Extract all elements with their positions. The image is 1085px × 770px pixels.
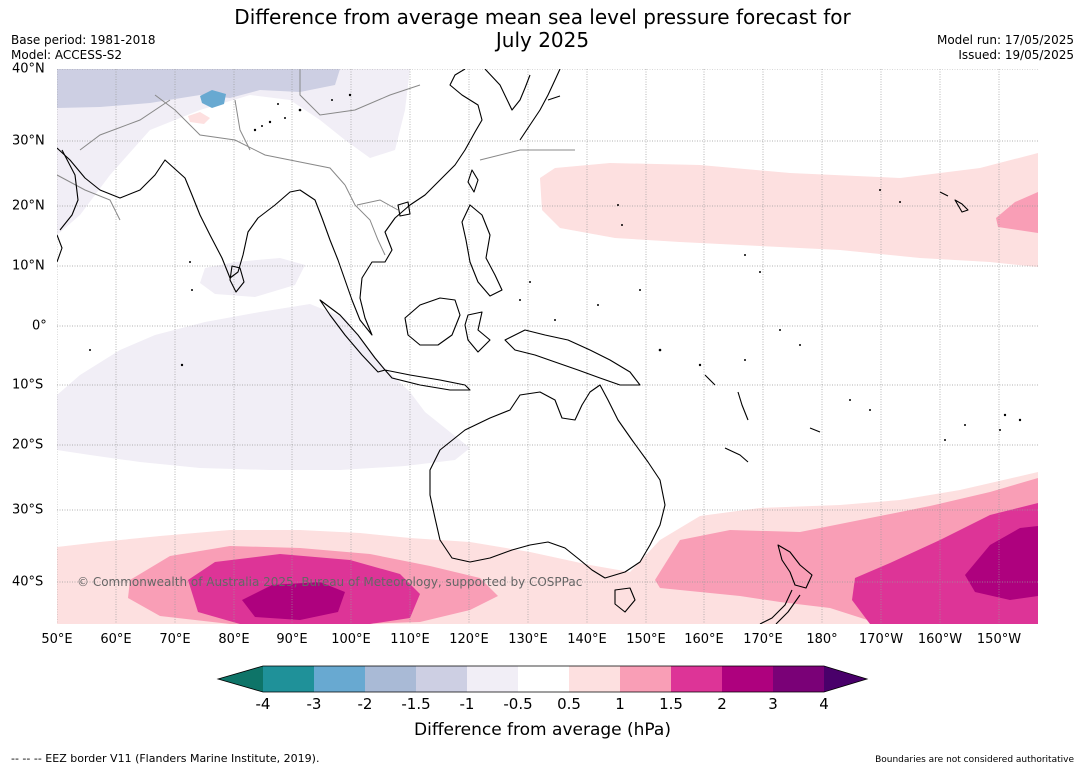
map-title-line-1: Difference from average mean sea level p… xyxy=(234,5,851,29)
small-islands xyxy=(89,93,1022,441)
lat-label-20s: 20°S xyxy=(12,437,44,453)
coast-arabia-india-se-asia xyxy=(57,69,483,336)
lon-label-60e: 60°E xyxy=(100,632,132,647)
colorbar-tick-label: -3 xyxy=(306,695,322,713)
colorbar-swatch-minus2-minus1.5 xyxy=(365,666,416,692)
lon-label-70e: 70°E xyxy=(159,632,191,647)
lon-label-130e: 130°E xyxy=(508,632,548,647)
lon-label-110e: 110°E xyxy=(390,632,430,647)
anomaly-north-negative-medium xyxy=(57,69,340,108)
lon-label-50e: 50°E xyxy=(41,632,73,647)
anomaly-north-negative-light xyxy=(57,69,410,235)
lon-label-160e: 160°E xyxy=(684,632,724,647)
colorbar-tick-label: -1 xyxy=(459,695,475,713)
colorbar-swatch-3-4 xyxy=(773,666,824,692)
colorbar-swatch-minus1.5-minus1 xyxy=(416,666,467,692)
colorbar xyxy=(216,665,869,693)
colorbar-tick-label: 1 xyxy=(615,695,625,713)
coast-java xyxy=(384,369,471,391)
coast-arabian-peninsula xyxy=(57,149,79,263)
lon-label-140e: 140°E xyxy=(567,632,607,647)
colorbar-tick-label: 0.5 xyxy=(557,695,581,713)
coast-sri-lanka xyxy=(229,265,245,293)
anomaly-north-pacific-positive xyxy=(540,153,1038,267)
lon-label-90e: 90°E xyxy=(276,632,308,647)
lon-label-80e: 80°E xyxy=(218,632,250,647)
lon-label-100e: 100°E xyxy=(331,632,371,647)
colorbar-tick-label: -1.5 xyxy=(401,695,431,713)
colorbar-tick-label: -2 xyxy=(357,695,373,713)
lat-label-equator: 0° xyxy=(32,318,47,334)
coast-new-guinea xyxy=(504,329,641,386)
coast-new-zealand-north xyxy=(777,544,813,589)
issued-label: Issued: 19/05/2025 xyxy=(958,48,1074,62)
base-period-label: Base period: 1981-2018 xyxy=(11,33,156,47)
map-title-line-2: July 2025 xyxy=(495,28,590,52)
colorbar-tick-label: 1.5 xyxy=(659,695,683,713)
anomaly-north-negative-blue xyxy=(200,90,226,108)
colorbar-tick-label: 2 xyxy=(717,695,727,713)
colorbar-swatch-minus1-minus0.5 xyxy=(467,666,518,692)
colorbar-title: Difference from average (hPa) xyxy=(414,720,671,740)
colorbar-swatch-1-1.5 xyxy=(620,666,671,692)
coast-borneo xyxy=(404,297,461,346)
anomaly-southern-ocean-positive-core-west xyxy=(242,582,345,620)
lon-label-150w: 150°W xyxy=(976,632,1022,647)
coast-sumatra xyxy=(319,299,386,373)
coast-australia xyxy=(429,384,666,579)
colorbar-swatch-1.5-2 xyxy=(671,666,722,692)
model-run-label: Model run: 17/05/2025 xyxy=(936,33,1074,47)
colorbar-tick-label: -4 xyxy=(255,695,271,713)
colorbar-swatch-2-3 xyxy=(722,666,773,692)
colorbar-swatch-below-4 xyxy=(218,666,263,692)
copyright-notice: © Commonwealth of Australia 2025, Bureau… xyxy=(77,575,582,589)
coast-korea-east-asia xyxy=(484,69,531,111)
colorbar-swatch-minus4-minus3 xyxy=(263,666,314,692)
country-borders xyxy=(57,69,575,256)
colorbar-swatch-minus0.5-0.5 xyxy=(518,666,569,692)
lon-label-180: 180° xyxy=(806,632,838,647)
coast-tasmania xyxy=(614,587,636,613)
coast-sulawesi xyxy=(464,311,491,353)
colorbar-tick-label: -0.5 xyxy=(503,695,533,713)
coast-philippines xyxy=(461,204,503,297)
colorbar-swatch-above-4 xyxy=(824,666,867,692)
coastlines xyxy=(57,69,969,624)
coast-new-zealand-south xyxy=(759,589,801,624)
colorbar-tick-label: 4 xyxy=(819,695,829,713)
lon-label-170w: 170°W xyxy=(858,632,904,647)
boundaries-disclaimer: Boundaries are not considered authoritat… xyxy=(875,755,1074,765)
lon-label-120e: 120°E xyxy=(449,632,489,647)
lat-label-10n: 10°N xyxy=(12,258,45,274)
colorbar-swatch-minus3-minus2 xyxy=(314,666,365,692)
coast-fiji-vanuatu xyxy=(704,374,821,463)
colorbar-tick-label: 3 xyxy=(768,695,778,713)
lat-label-40n: 40°N xyxy=(12,61,45,77)
coast-taiwan xyxy=(467,169,479,193)
anomaly-indian-ocean-negative xyxy=(57,304,470,470)
anomaly-southern-ocean-positive-core-east xyxy=(965,526,1038,600)
lat-label-40s: 40°S xyxy=(12,574,44,590)
lon-label-150e: 150°E xyxy=(626,632,666,647)
lat-label-10s: 10°S xyxy=(12,377,44,393)
colorbar-swatch-0.5-1 xyxy=(569,666,620,692)
lon-label-160w: 160°W xyxy=(917,632,963,647)
graticule xyxy=(57,69,1038,624)
map-area: © Commonwealth of Australia 2025, Bureau… xyxy=(57,69,1038,624)
lat-label-30n: 30°N xyxy=(12,133,45,149)
lat-label-30s: 30°S xyxy=(12,502,44,518)
lon-label-170e: 170°E xyxy=(743,632,783,647)
lat-label-20n: 20°N xyxy=(12,198,45,214)
eez-border-note: -- -- -- EEZ border V11 (Flanders Marine… xyxy=(11,752,320,765)
model-label: Model: ACCESS-S2 xyxy=(11,48,123,62)
coast-hawaii xyxy=(939,191,969,213)
anomaly-north-positive-small xyxy=(188,112,210,124)
anomaly-north-pacific-positive-strong xyxy=(996,192,1038,233)
coast-hainan xyxy=(397,201,411,217)
coast-japan xyxy=(519,69,561,141)
